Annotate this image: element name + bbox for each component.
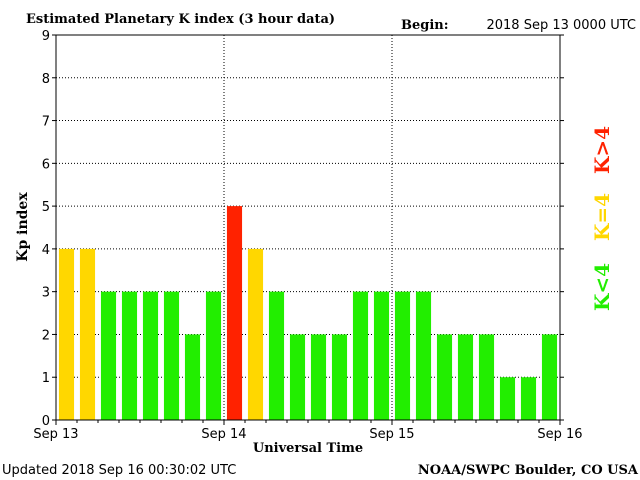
bar-14 [352,291,369,420]
y-tick-label-5: 5 [42,200,50,215]
bar-10 [268,291,285,420]
y-tick-label-0: 0 [42,414,50,429]
begin-value: 2018 Sep 13 0000 UTC [486,18,636,33]
legend-label-1: K=4 [590,193,614,241]
bar-15 [373,291,390,420]
y-tick-label-6: 6 [42,157,50,172]
y-tick-label-4: 4 [42,243,50,258]
y-axis-label: Kp index [15,192,31,262]
y-tick-label-2: 2 [42,328,50,343]
x-tick-label-1: Sep 14 [201,427,246,442]
bar-16 [394,291,411,420]
legend: K<4 K=4 K>4 [590,126,614,311]
legend-item-2: K>4 [590,126,614,174]
source-text: NOAA/SWPC Boulder, CO USA [418,463,639,478]
bar-23 [541,334,558,420]
updated-text: Updated 2018 Sep 16 00:30:02 UTC [2,463,236,478]
y-tick-label-3: 3 [42,286,50,301]
bar-22 [520,377,537,420]
bar-8 [226,206,243,420]
bar-7 [205,291,222,420]
y-axis-ticks: 0 1 2 3 4 5 6 7 8 9 [42,29,564,429]
x-tick-label-0: Sep 13 [33,427,78,442]
y-tick-label-9: 9 [42,29,50,44]
x-axis-ticks: Sep 13 Sep 14 Sep 15 Sep 16 [33,420,583,442]
bar-6 [184,334,201,420]
x-tick-label-3: Sep 16 [537,427,582,442]
bar-2 [100,291,117,420]
legend-item-1: K=4 [590,193,614,241]
begin-label: Begin: [401,18,449,33]
bar-11 [289,334,306,420]
bars [58,206,558,420]
bar-0 [58,248,75,420]
bar-17 [415,291,432,420]
y-tick-label-8: 8 [42,72,50,87]
bar-12 [310,334,327,420]
x-axis-label: Universal Time [253,441,363,456]
bar-19 [457,334,474,420]
bar-21 [499,377,516,420]
legend-item-0: K<4 [590,263,614,311]
bar-3 [121,291,138,420]
bar-1 [79,248,96,420]
legend-label-0: K<4 [590,263,614,311]
y-tick-label-1: 1 [42,371,50,386]
bar-20 [478,334,495,420]
grid-lines [56,35,560,420]
bar-5 [163,291,180,420]
bar-18 [436,334,453,420]
bar-13 [331,334,348,420]
y-tick-label-7: 7 [42,115,50,130]
chart-title: Estimated Planetary K index (3 hour data… [26,12,335,27]
bar-4 [142,291,159,420]
legend-label-2: K>4 [590,126,614,174]
x-tick-label-2: Sep 15 [369,427,414,442]
bar-9 [247,248,264,420]
